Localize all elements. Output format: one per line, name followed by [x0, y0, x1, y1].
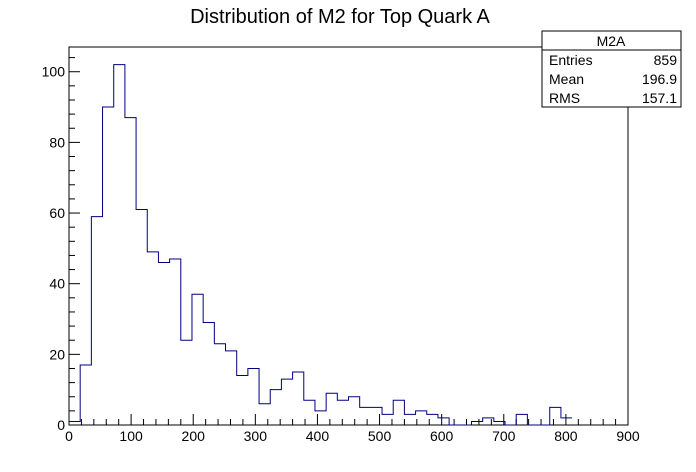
histogram-bin: [550, 407, 561, 425]
histogram-bin: [438, 418, 449, 425]
histogram-bin: [226, 351, 237, 425]
x-tick-label: 300: [244, 428, 268, 444]
histogram-bin: [326, 393, 337, 425]
stats-rms-label: RMS: [549, 90, 580, 106]
chart-title: Distribution of M2 for Top Quark A: [190, 6, 490, 28]
y-tick-labels: 0 20 40 60 80 100: [42, 64, 66, 433]
y-tick-label: 20: [49, 346, 65, 362]
x-tick-label: 900: [616, 428, 640, 444]
histogram-bin: [360, 407, 371, 425]
histogram-bin: [103, 107, 114, 425]
histogram-bin: [270, 390, 281, 425]
histogram-bin: [170, 259, 181, 425]
y-tick-label: 0: [57, 417, 65, 433]
histogram-bin: [315, 411, 326, 425]
histogram-bin: [80, 365, 91, 425]
y-tick-label: 40: [49, 276, 65, 292]
histogram-bin: [427, 414, 438, 425]
histogram-bin: [471, 421, 482, 425]
histogram-bin: [561, 418, 572, 425]
stats-mean-value: 196.9: [642, 71, 677, 87]
y-tick-label: 60: [49, 205, 65, 221]
x-tick-label: 600: [430, 428, 454, 444]
histogram-bin: [147, 252, 158, 425]
histogram-bin: [337, 400, 348, 425]
histogram-bin: [69, 421, 80, 425]
stats-mean-label: Mean: [549, 71, 584, 87]
y-tick-label: 100: [42, 64, 66, 80]
x-tick-label: 500: [368, 428, 392, 444]
histogram-bin: [203, 323, 214, 425]
histogram-bin: [293, 372, 304, 425]
stats-box: M2A Entries 859 Mean 196.9 RMS 157.1: [541, 30, 682, 108]
histogram-bin: [281, 379, 292, 425]
histogram-series-line: [69, 64, 573, 426]
histogram-bin: [181, 340, 192, 425]
stats-entries-label: Entries: [549, 52, 593, 68]
histogram-bin: [136, 210, 147, 425]
x-tick-label: 400: [306, 428, 330, 444]
histogram-bin: [214, 344, 225, 425]
stats-entries-value: 859: [654, 52, 678, 68]
x-tick-label: 800: [554, 428, 578, 444]
histogram-bins: [69, 65, 572, 425]
histogram-bin: [404, 414, 415, 425]
x-tick-labels: 0 100 200 300 400 500 600 700 800 900: [65, 428, 640, 444]
histogram-bin: [416, 411, 427, 425]
histogram-bin: [304, 400, 315, 425]
histogram-bin: [483, 418, 494, 425]
x-tick-label: 100: [119, 428, 143, 444]
stats-box-title: M2A: [597, 33, 626, 49]
histogram-bin: [91, 217, 102, 425]
y-tick-label: 80: [49, 134, 65, 150]
x-tick-label: 0: [65, 428, 73, 444]
histogram-bin: [237, 376, 248, 425]
x-tick-label: 200: [182, 428, 206, 444]
histogram-bin: [494, 421, 505, 425]
histogram-bin: [125, 118, 136, 425]
x-tick-label: 700: [492, 428, 516, 444]
histogram-bin: [114, 65, 125, 425]
plot-frame: [68, 46, 629, 426]
stats-rms-value: 157.1: [642, 90, 677, 106]
histogram-bin: [259, 404, 270, 425]
histogram-bin: [382, 414, 393, 425]
histogram-bin: [192, 294, 203, 425]
stats-box-frame: [541, 30, 682, 108]
histogram-bin: [248, 368, 259, 425]
histogram-bin: [393, 400, 404, 425]
histogram-bin: [371, 407, 382, 425]
histogram-bin: [349, 397, 360, 425]
histogram-bin: [158, 262, 169, 425]
histogram-bin: [516, 414, 527, 425]
